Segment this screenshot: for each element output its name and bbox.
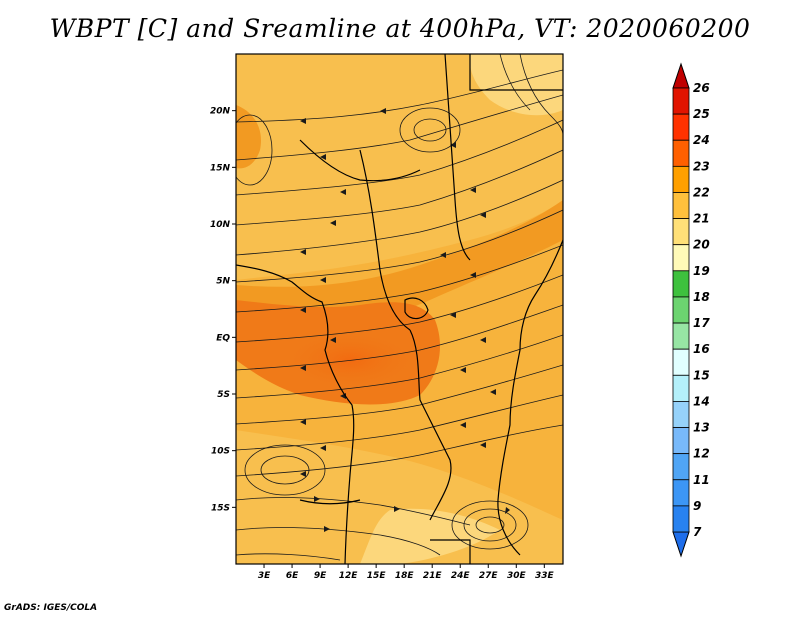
lat-tick-label: 5S: [217, 390, 230, 400]
colorbar-label: 22: [693, 185, 710, 199]
colorbar-label: 21: [693, 212, 710, 226]
colorbar-label: 20: [693, 238, 710, 252]
map-frame: [235, 53, 564, 565]
border-line: [409, 329, 452, 521]
colorbar-bottom-triangle: [672, 531, 690, 558]
country-borders: [236, 54, 563, 564]
border-line: [359, 149, 411, 331]
colorbar-swatch: [672, 218, 690, 246]
colorbar-label: 18: [693, 290, 710, 304]
streamlines: [236, 54, 563, 561]
streamline-arrows: [300, 108, 510, 532]
colorbar-swatch: [672, 505, 690, 533]
colorbar-swatch: [672, 296, 690, 324]
lat-tick-label: 20N: [210, 107, 231, 117]
colorbar-swatch: [672, 113, 690, 141]
west-coastline: [236, 264, 355, 564]
lake-victoria: [404, 297, 429, 320]
longitude-axis: 3E 6E 9E 12E 15E 18E 21E 24E 27E 30E 33E: [258, 564, 555, 581]
colorbar-swatch: [672, 322, 690, 350]
map-panel: [236, 54, 563, 564]
wbpt-shade-20c-north: [236, 54, 563, 280]
colorbar-swatch: [672, 270, 690, 298]
lon-tick-label: 15E: [367, 571, 387, 581]
border-line: [469, 54, 563, 91]
colorbar-swatch: [672, 165, 690, 193]
colorbar-label: 24: [693, 133, 710, 147]
colorbar-swatch: [672, 453, 690, 481]
lon-tick-label: 12E: [339, 571, 359, 581]
colorbar-swatch: [672, 348, 690, 376]
lon-tick-label: 30E: [507, 571, 527, 581]
colorbar-swatch: [672, 87, 690, 115]
colorbar-label: 11: [693, 473, 710, 487]
lon-tick-label: 3E: [258, 571, 271, 581]
lat-tick-label: 15N: [210, 163, 231, 173]
colorbar-label: 9: [693, 499, 701, 513]
lon-tick-label: 24E: [451, 571, 471, 581]
lon-tick-label: 18E: [395, 571, 415, 581]
colorbar-label: 7: [693, 525, 702, 539]
lat-tick-label: 15S: [211, 503, 230, 513]
lat-tick-label: 10S: [211, 447, 230, 457]
colorbar-label: 15: [693, 368, 710, 382]
colorbar-swatch: [672, 244, 690, 272]
colorbar-label: 25: [693, 107, 710, 121]
colorbar-swatch: [672, 427, 690, 455]
wbpt-shade-19c-south: [360, 508, 500, 564]
colorbar-top-triangle: [672, 62, 690, 89]
colorbar-label: 14: [693, 394, 710, 408]
wbpt-shade-23c-hotspot: [280, 330, 420, 390]
east-coastline: [497, 239, 563, 556]
border-line: [430, 539, 471, 564]
colorbar: 26 25 24 23 22 21 20 19 18 17 16 15 14 13 12 11 9 7: [672, 62, 710, 558]
wbpt-shade-22c-west: [236, 105, 261, 169]
border-line: [444, 54, 471, 261]
lat-tick-label: EQ: [216, 333, 230, 343]
colorbar-label: 12: [693, 447, 710, 461]
lon-tick-label: 9E: [314, 571, 327, 581]
lon-tick-label: 27E: [479, 571, 499, 581]
colorbar-label: 19: [693, 264, 710, 278]
colorbar-label: 16: [693, 342, 710, 356]
lon-tick-label: 21E: [423, 571, 443, 581]
colorbar-swatch: [672, 374, 690, 402]
colorbar-swatch: [672, 192, 690, 219]
colorbar-label: 26: [693, 81, 710, 95]
colorbar-label: 23: [693, 159, 710, 173]
lat-tick-label: 5N: [216, 277, 230, 287]
lon-tick-label: 6E: [286, 571, 299, 581]
wbpt-shade-19c-ne: [469, 54, 563, 116]
border-line: [299, 139, 421, 182]
lat-tick-label: 10N: [210, 220, 231, 230]
colorbar-label: 17: [693, 316, 710, 330]
border-line: [299, 499, 361, 505]
colorbar-swatch: [672, 139, 690, 167]
lon-tick-label: 33E: [535, 571, 555, 581]
colorbar-swatch: [672, 479, 690, 507]
grads-credit: GrADS: IGES/COLA: [4, 603, 98, 613]
map-title: WBPT [C] and Sreamline at 400hPa, VT: 20…: [49, 14, 751, 43]
colorbar-label: 13: [693, 421, 710, 435]
colorbar-swatch: [672, 401, 690, 428]
latitude-axis: 20N 15N 10N 5N EQ 5S 10S 15S: [210, 107, 236, 513]
